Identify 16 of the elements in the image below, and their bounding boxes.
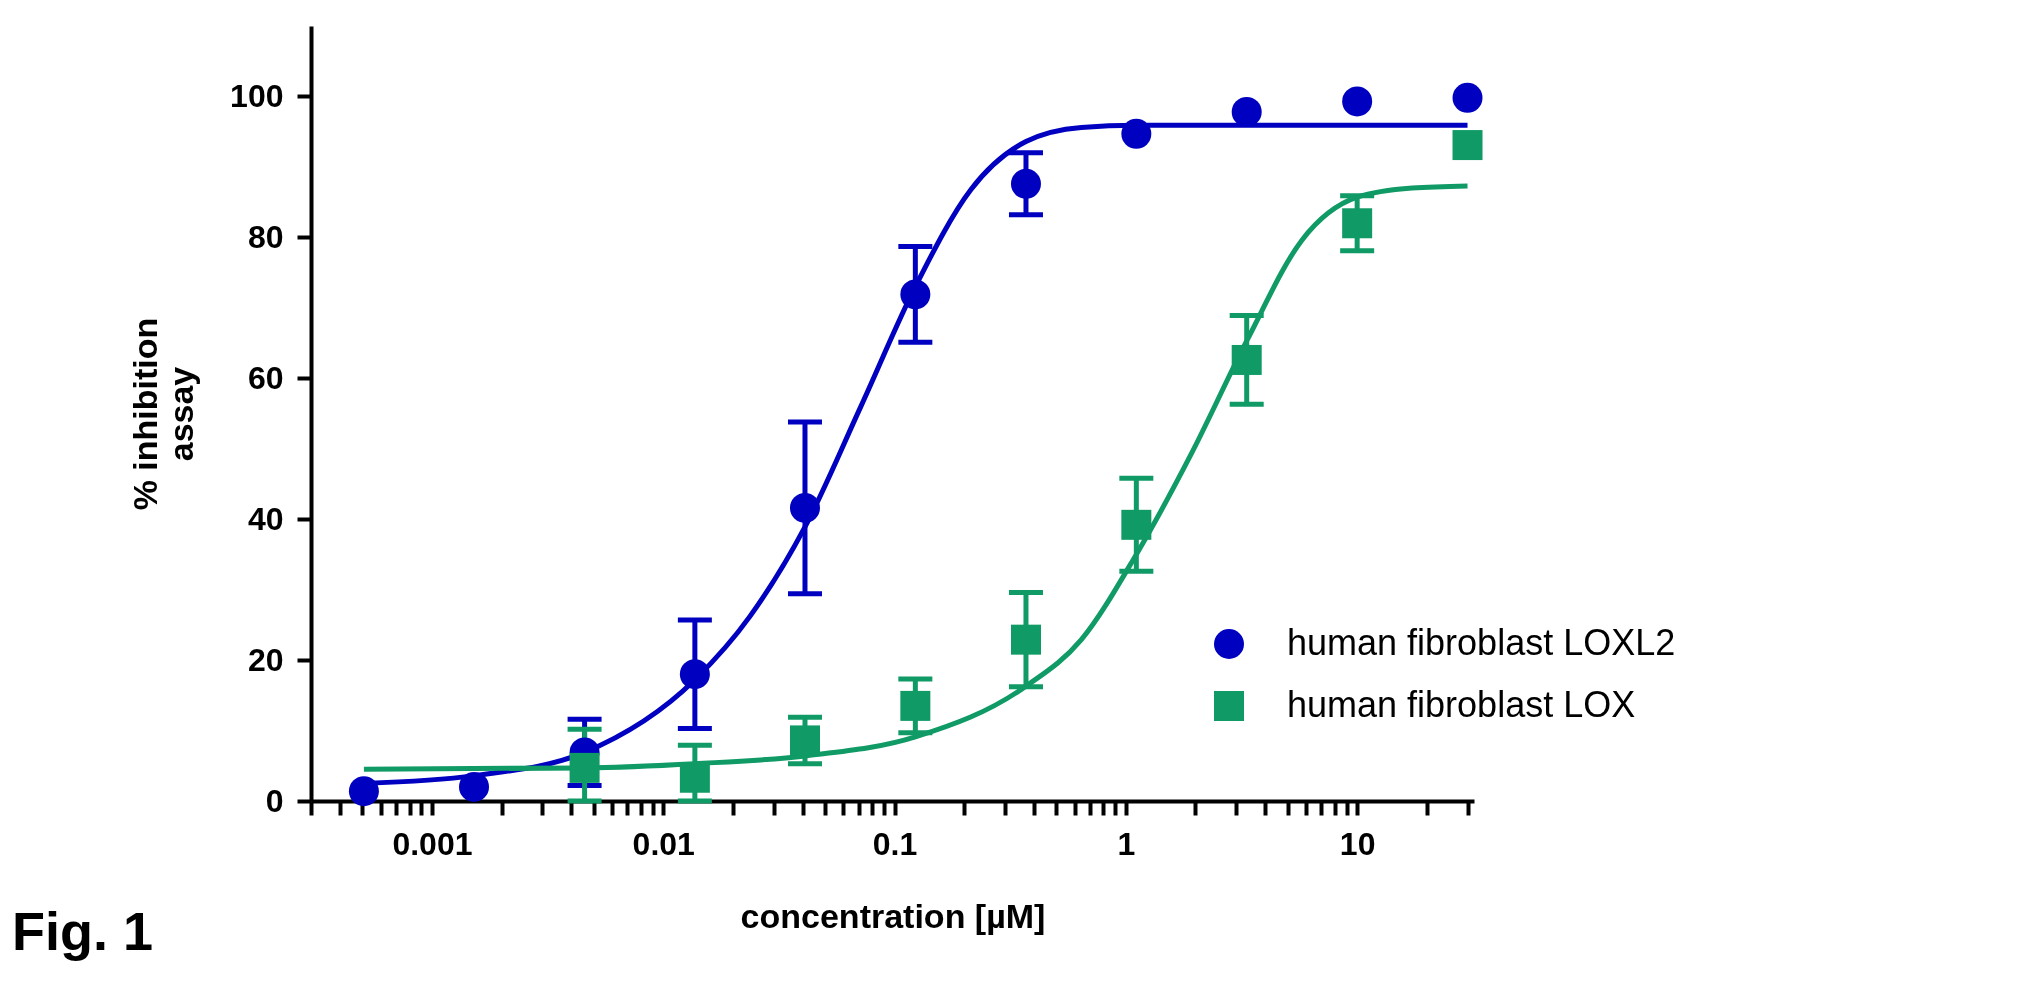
caption: Fig. 1 bbox=[12, 900, 154, 962]
x-tick-label: 1 bbox=[1117, 825, 1136, 862]
y-tick-label: 80 bbox=[247, 218, 284, 255]
legend-label: human fibroblast LOX bbox=[1287, 684, 1636, 725]
y-tick-label: 100 bbox=[230, 77, 284, 114]
x-tick-label: 0.01 bbox=[632, 825, 695, 862]
x-tick-label: 0.1 bbox=[872, 825, 918, 862]
x-tick-label: 10 bbox=[1339, 825, 1376, 862]
x-axis-title: concentration [µM] bbox=[740, 896, 1046, 935]
y-axis-title: % inhibition assay bbox=[126, 317, 201, 511]
y-tick-label: 40 bbox=[247, 500, 284, 537]
y-tick-label: 20 bbox=[247, 641, 284, 678]
y-tick-label: 0 bbox=[265, 782, 284, 819]
x-tick-label: 0.001 bbox=[392, 825, 473, 862]
y-tick-label: 60 bbox=[247, 359, 284, 396]
legend-label: human fibroblast LOXL2 bbox=[1287, 622, 1676, 663]
